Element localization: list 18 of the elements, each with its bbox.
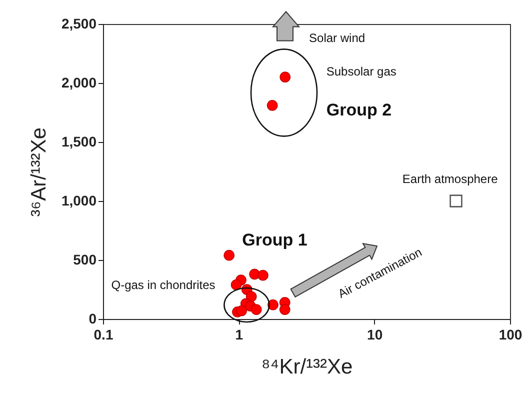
- x-tick-label: 10: [367, 326, 383, 342]
- y-tick-label: 0: [88, 310, 97, 326]
- x-tick-label: 1: [235, 326, 244, 342]
- annotation: Subsolar gas: [326, 64, 396, 78]
- y-axis-title: ³⁶Ar/¹³²Xe: [27, 127, 50, 217]
- annotation: Q-gas in chondrites: [111, 278, 216, 292]
- annotation: Group 2: [326, 100, 392, 120]
- annotation: Earth atmosphere: [402, 172, 498, 186]
- x-tick-label: 100: [498, 326, 522, 342]
- annotation: Solar wind: [309, 31, 366, 46]
- x-axis-title: ⁸⁴Kr/¹³²Xe: [261, 356, 353, 378]
- x-tick-label: 0.1: [94, 326, 114, 342]
- y-tick-label: 1,000: [61, 192, 97, 208]
- annotation: Group 1: [242, 230, 308, 250]
- y-tick-label: 2,000: [61, 74, 97, 90]
- y-tick-label: 2,500: [61, 16, 97, 32]
- y-tick-label: 500: [73, 252, 97, 268]
- y-tick-label: 1,500: [61, 134, 97, 150]
